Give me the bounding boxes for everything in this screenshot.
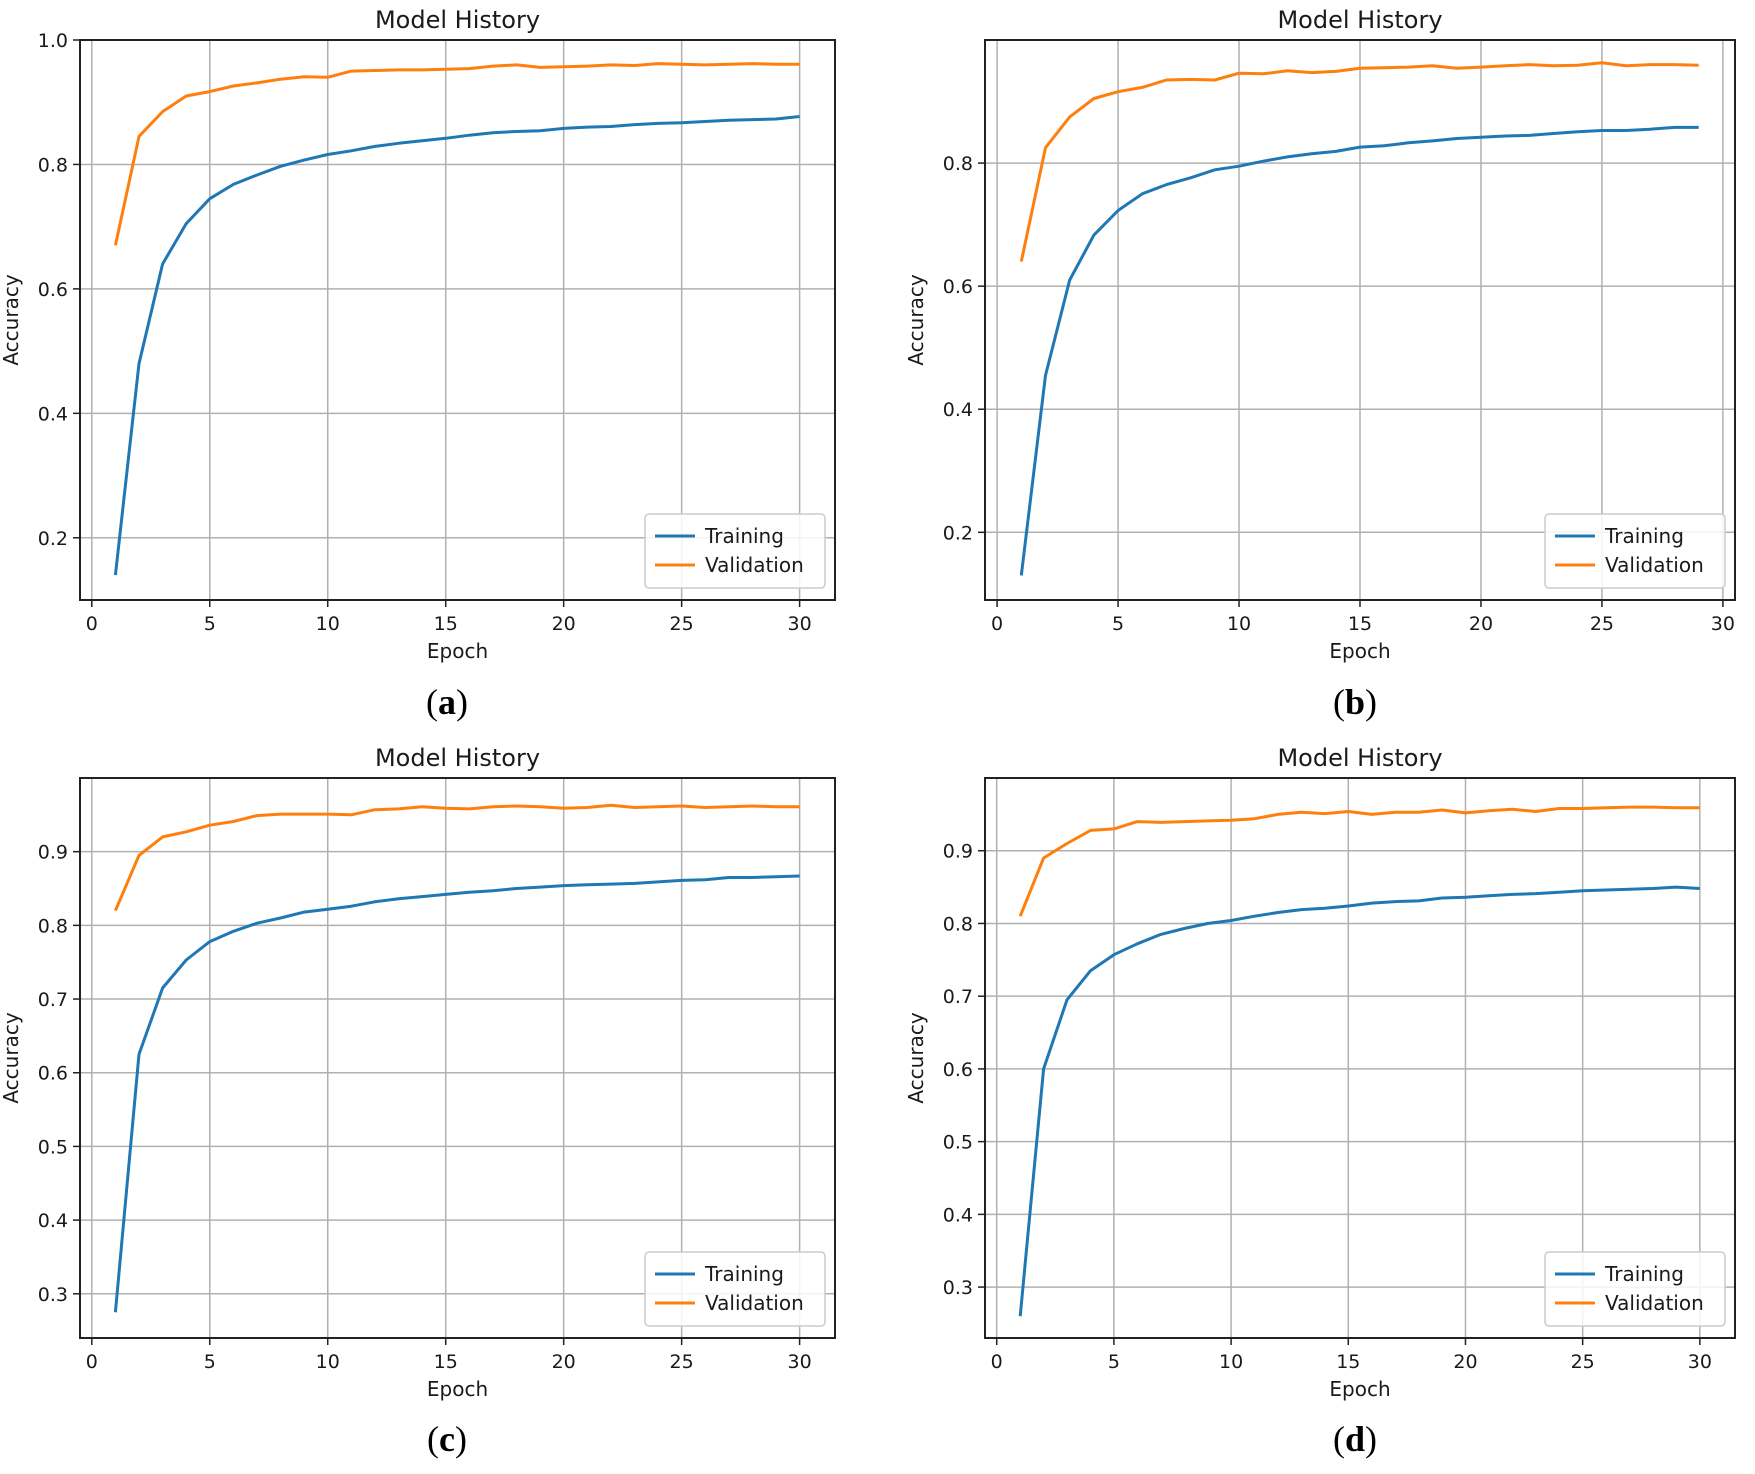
x-tick-label: 30 bbox=[1688, 1351, 1712, 1373]
y-tick-label: 0.7 bbox=[38, 989, 68, 1011]
x-axis-label: Epoch bbox=[1329, 639, 1390, 663]
y-tick-label: 1.0 bbox=[38, 30, 68, 52]
y-tick-label: 0.4 bbox=[943, 1204, 973, 1226]
y-tick-label: 0.6 bbox=[943, 276, 973, 298]
series-line-training bbox=[1019, 125, 1699, 576]
y-tick-label: 0.5 bbox=[943, 1132, 973, 1154]
chart-title: Model History bbox=[1277, 6, 1442, 34]
x-tick-label: 10 bbox=[316, 613, 340, 635]
y-axis-label: Accuracy bbox=[904, 1012, 928, 1103]
x-tick-label: 0 bbox=[86, 613, 98, 635]
x-tick-label: 15 bbox=[1336, 1351, 1360, 1373]
chart-title: Model History bbox=[375, 6, 540, 34]
y-tick-label: 0.3 bbox=[38, 1284, 68, 1306]
y-tick-label: 0.7 bbox=[943, 986, 973, 1008]
y-tick-label: 0.6 bbox=[38, 279, 68, 301]
plot-frame bbox=[79, 777, 836, 1339]
x-tick-label: 15 bbox=[434, 613, 458, 635]
x-axis-label: Epoch bbox=[1329, 1377, 1390, 1401]
legend: Training Validation bbox=[644, 513, 826, 589]
y-axis-label: Accuracy bbox=[0, 1012, 23, 1103]
legend-label-validation: Validation bbox=[1605, 1291, 1704, 1315]
legend-box bbox=[1544, 513, 1726, 589]
y-tick-label: 0.2 bbox=[38, 528, 68, 550]
y-tick-label: 0.5 bbox=[38, 1136, 68, 1158]
x-tick-label: 5 bbox=[204, 613, 216, 635]
legend-label-training: Training bbox=[1604, 1262, 1684, 1286]
chart-b: 0 5 10 15 20 25 30 0.2 0.4 0.6 0.8 Model History Epo… bbox=[904, 6, 1736, 663]
y-tick-label: 0.2 bbox=[943, 522, 973, 544]
y-tick-label: 0.4 bbox=[38, 1210, 68, 1232]
legend-label-training: Training bbox=[1604, 524, 1684, 548]
x-tick-label: 15 bbox=[434, 1351, 458, 1373]
chart-title: Model History bbox=[375, 744, 540, 772]
x-tick-label: 30 bbox=[788, 1351, 812, 1373]
x-tick-label: 10 bbox=[1227, 613, 1251, 635]
y-tick-label: 0.6 bbox=[943, 1059, 973, 1081]
series-line-validation bbox=[1019, 61, 1699, 262]
y-tick-label: 0.4 bbox=[943, 399, 973, 421]
x-tick-label: 25 bbox=[1571, 1351, 1595, 1373]
y-axis-label: Accuracy bbox=[904, 274, 928, 365]
x-tick-label: 5 bbox=[1108, 1351, 1120, 1373]
x-tick-label: 30 bbox=[788, 613, 812, 635]
caption-b: (b) bbox=[1332, 682, 1378, 722]
legend-box bbox=[644, 1251, 826, 1327]
chart-title: Model History bbox=[1277, 744, 1442, 772]
x-tick-label: 20 bbox=[1453, 1351, 1477, 1373]
caption-c: (c) bbox=[427, 1419, 467, 1459]
x-tick-label: 20 bbox=[552, 1351, 576, 1373]
legend: Training Validation bbox=[1544, 513, 1726, 589]
legend-label-training: Training bbox=[704, 524, 784, 548]
y-axis-label: Accuracy bbox=[0, 274, 23, 365]
y-tick-label: 0.9 bbox=[943, 841, 973, 863]
legend-label-validation: Validation bbox=[705, 1291, 804, 1315]
chart-c: 0 5 10 15 20 25 30 0.3 0.4 0.5 0.6 0.7 0.8 0.9 Model H… bbox=[0, 744, 836, 1401]
legend-label-validation: Validation bbox=[1605, 553, 1704, 577]
plot-frame bbox=[79, 39, 836, 601]
plot-frame bbox=[984, 777, 1736, 1339]
x-axis-label: Epoch bbox=[427, 1377, 488, 1401]
series-line-validation bbox=[114, 803, 800, 912]
x-tick-label: 20 bbox=[1469, 613, 1493, 635]
series-line-training bbox=[113, 874, 800, 1313]
x-tick-label: 0 bbox=[991, 1351, 1003, 1373]
x-axis-label: Epoch bbox=[427, 639, 488, 663]
x-tick-label: 5 bbox=[1112, 613, 1124, 635]
y-tick-label: 0.8 bbox=[943, 913, 973, 935]
x-tick-label: 25 bbox=[1590, 613, 1614, 635]
legend-box bbox=[644, 513, 826, 589]
caption-a: (a) bbox=[426, 682, 468, 722]
y-tick-label: 0.8 bbox=[38, 154, 68, 176]
y-tick-label: 0.9 bbox=[38, 842, 68, 864]
chart-a: 0 5 10 15 20 25 30 0.2 0.4 0.6 0.8 1.0 Model History… bbox=[0, 6, 836, 663]
series-line-training bbox=[1018, 885, 1700, 1317]
x-tick-label: 10 bbox=[316, 1351, 340, 1373]
x-tick-label: 5 bbox=[204, 1351, 216, 1373]
x-tick-label: 30 bbox=[1711, 613, 1735, 635]
legend-label-training: Training bbox=[704, 1262, 784, 1286]
x-tick-label: 25 bbox=[670, 1351, 694, 1373]
legend-label-validation: Validation bbox=[705, 553, 804, 577]
legend-box bbox=[1544, 1251, 1726, 1327]
x-tick-label: 0 bbox=[86, 1351, 98, 1373]
x-tick-label: 10 bbox=[1219, 1351, 1243, 1373]
series-line-validation bbox=[113, 62, 800, 246]
legend: Training Validation bbox=[1544, 1251, 1726, 1327]
x-tick-label: 20 bbox=[552, 613, 576, 635]
y-tick-label: 0.8 bbox=[38, 915, 68, 937]
y-tick-label: 0.8 bbox=[943, 153, 973, 175]
y-tick-label: 0.6 bbox=[38, 1063, 68, 1085]
caption-d: (d) bbox=[1332, 1419, 1378, 1459]
x-tick-label: 15 bbox=[1348, 613, 1372, 635]
chart-d: 0 5 10 15 20 25 30 0.3 0.4 0.5 0.6 0.7 0.8 0.9 Model H… bbox=[904, 744, 1736, 1401]
x-tick-label: 0 bbox=[991, 613, 1003, 635]
legend: Training Validation bbox=[644, 1251, 826, 1327]
y-tick-label: 0.3 bbox=[943, 1277, 973, 1299]
series-line-training bbox=[113, 115, 800, 576]
y-tick-label: 0.4 bbox=[38, 403, 68, 425]
x-tick-label: 25 bbox=[670, 613, 694, 635]
series-line-validation bbox=[1018, 805, 1700, 917]
